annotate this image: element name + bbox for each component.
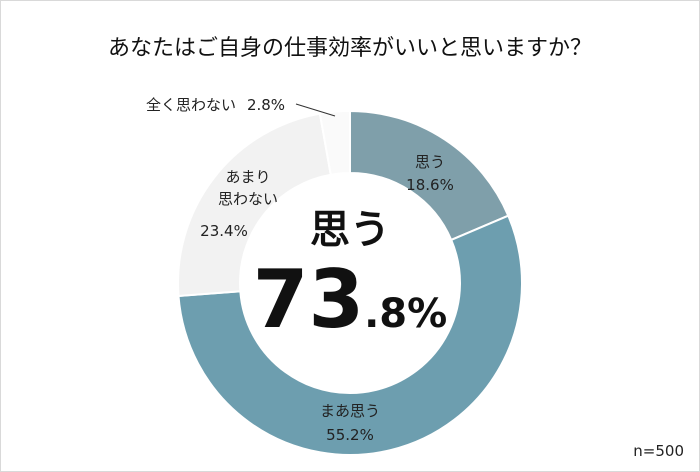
slice-label-amari-line2: 思わない	[218, 190, 278, 208]
slice-maa-omou	[177, 214, 523, 456]
center-value: 73.8%	[253, 253, 447, 346]
leader-line-mattaku	[295, 103, 336, 117]
chart-title: あなたはご自身の仕事効率がいいと思いますか？	[108, 36, 592, 61]
slice-value-maa-omou: 55.2%	[326, 426, 374, 444]
slices-group	[177, 109, 523, 456]
center-value-main: 73	[253, 253, 364, 346]
slice-value-omou: 18.6%	[406, 176, 454, 194]
slice-value-amari: 23.4%	[200, 222, 248, 240]
sample-size-label: n=500	[633, 442, 684, 460]
slice-value-mattaku: 2.8%	[247, 96, 285, 114]
center-value-decimal: .8%	[364, 291, 447, 337]
slice-mattaku-omowanai	[318, 109, 351, 176]
slice-label-amari-line1: あまり	[225, 168, 270, 186]
slice-label-maa-omou: まあ思う	[320, 402, 380, 420]
slice-amari-omowanai	[177, 112, 332, 298]
center-label: 思う	[310, 207, 390, 253]
slice-label-omou: 思う	[415, 153, 445, 171]
slice-label-mattaku: 全く思わない	[146, 96, 236, 114]
